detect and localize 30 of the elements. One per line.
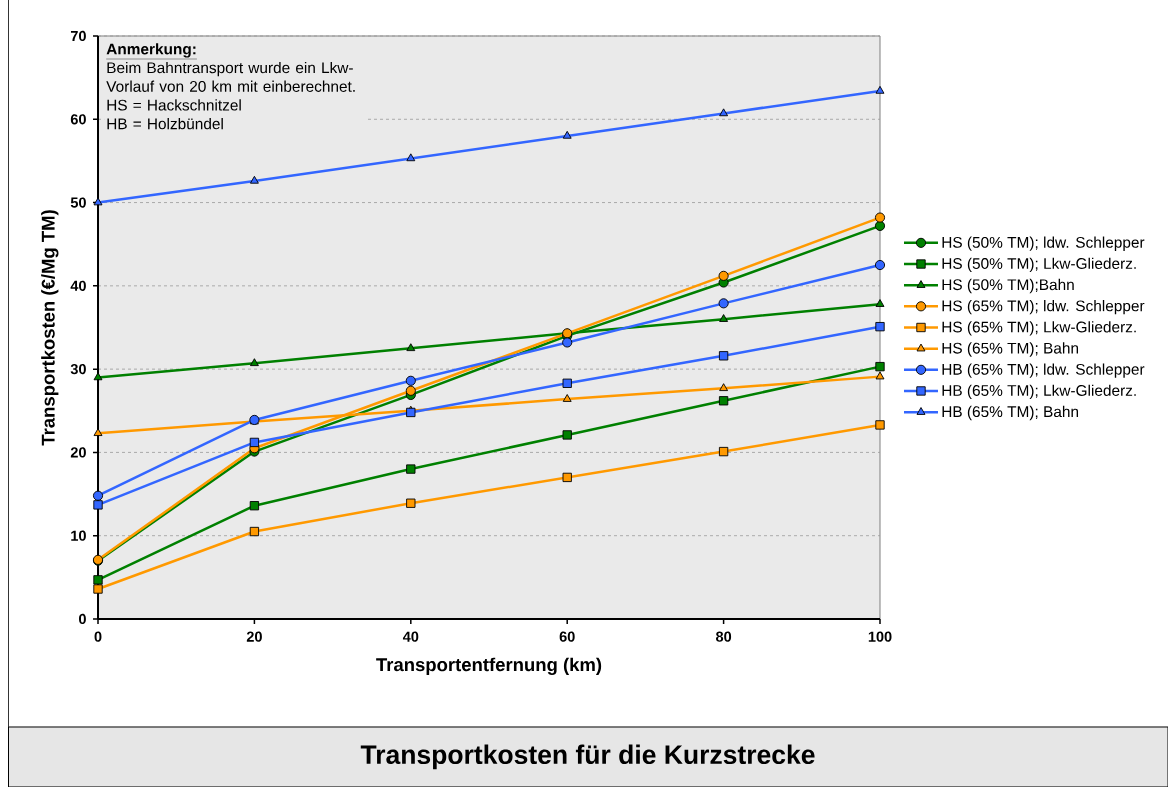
x-tick-label: 60 bbox=[559, 631, 575, 642]
x-tick-label: 20 bbox=[246, 631, 262, 642]
x-tick-label: 40 bbox=[402, 631, 419, 642]
text: Transportkosten für die Kurzstrecke bbox=[360, 744, 815, 770]
x-tick-label: 100 bbox=[868, 631, 892, 642]
annotation: Beim Bahntransport wurde ein Lkw-Vorlauf von 20 km mit einberechnet. bbox=[106, 61, 355, 92]
legend-label: HS (50% TM);Bahn bbox=[942, 278, 1074, 294]
annotation: HB = Holzbündel bbox=[107, 117, 223, 130]
x-tick-label: 80 bbox=[715, 631, 732, 642]
legend-label: HB (65% TM); Bahn bbox=[942, 405, 1079, 421]
y-tick-label: 10 bbox=[71, 530, 86, 541]
y-tick-label: 0 bbox=[78, 613, 86, 625]
y-tick-label: 30 bbox=[70, 363, 86, 375]
legend-label: HB (65% TM); Lkw-Gliederz. bbox=[942, 384, 1136, 399]
legend-label: HS (50% TM); ldw. Schlepper bbox=[942, 236, 1145, 251]
legend-label: HB (65% TM); ldw. Schlepper bbox=[942, 363, 1145, 378]
y-tick-label: 60 bbox=[70, 114, 86, 125]
legend-label: HS (65% TM); ldw. Schlepper bbox=[942, 299, 1145, 315]
y-tick-label: 20 bbox=[70, 447, 86, 458]
legend-label: HS (65% TM); Lkw-Gliederz. bbox=[942, 321, 1136, 336]
legend-label: HS (50% TM); Lkw-Gliederz. bbox=[942, 257, 1136, 273]
annotation: Anmerkung: bbox=[106, 43, 196, 58]
x-tick-label: 0 bbox=[94, 631, 102, 642]
annotation: HS = Hackschnitzel bbox=[107, 99, 241, 111]
y-tick-label: 70 bbox=[70, 30, 86, 42]
y-tick-label: 40 bbox=[70, 280, 86, 291]
x-axis-title: Transportentfernung (km) bbox=[376, 657, 602, 675]
legend-label: HS (65% TM); Bahn bbox=[942, 342, 1079, 357]
y-axis-title: Transportkosten (€/Mg TM) bbox=[41, 210, 59, 446]
y-tick-label: 50 bbox=[70, 197, 86, 208]
